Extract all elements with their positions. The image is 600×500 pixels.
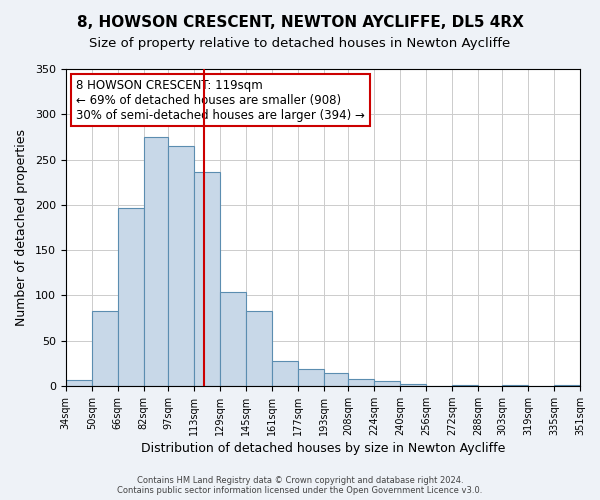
Bar bbox=[118, 208, 143, 386]
Bar bbox=[374, 382, 400, 386]
Bar bbox=[220, 292, 246, 386]
Bar bbox=[194, 172, 220, 386]
Bar bbox=[272, 362, 298, 386]
Text: Size of property relative to detached houses in Newton Aycliffe: Size of property relative to detached ho… bbox=[89, 38, 511, 51]
Bar bbox=[66, 380, 92, 386]
Bar bbox=[298, 368, 324, 386]
Bar bbox=[348, 380, 374, 386]
Bar bbox=[143, 137, 168, 386]
Bar bbox=[452, 385, 478, 386]
Bar bbox=[324, 373, 348, 386]
Bar bbox=[400, 384, 426, 386]
Text: Contains HM Land Registry data © Crown copyright and database right 2024.
Contai: Contains HM Land Registry data © Crown c… bbox=[118, 476, 482, 495]
Y-axis label: Number of detached properties: Number of detached properties bbox=[15, 129, 28, 326]
Bar bbox=[92, 310, 118, 386]
Bar bbox=[168, 146, 194, 386]
Text: 8 HOWSON CRESCENT: 119sqm
← 69% of detached houses are smaller (908)
30% of semi: 8 HOWSON CRESCENT: 119sqm ← 69% of detac… bbox=[76, 78, 365, 122]
Text: 8, HOWSON CRESCENT, NEWTON AYCLIFFE, DL5 4RX: 8, HOWSON CRESCENT, NEWTON AYCLIFFE, DL5… bbox=[77, 15, 523, 30]
X-axis label: Distribution of detached houses by size in Newton Aycliffe: Distribution of detached houses by size … bbox=[141, 442, 505, 455]
Bar bbox=[502, 385, 528, 386]
Bar bbox=[554, 385, 580, 386]
Bar bbox=[246, 310, 272, 386]
